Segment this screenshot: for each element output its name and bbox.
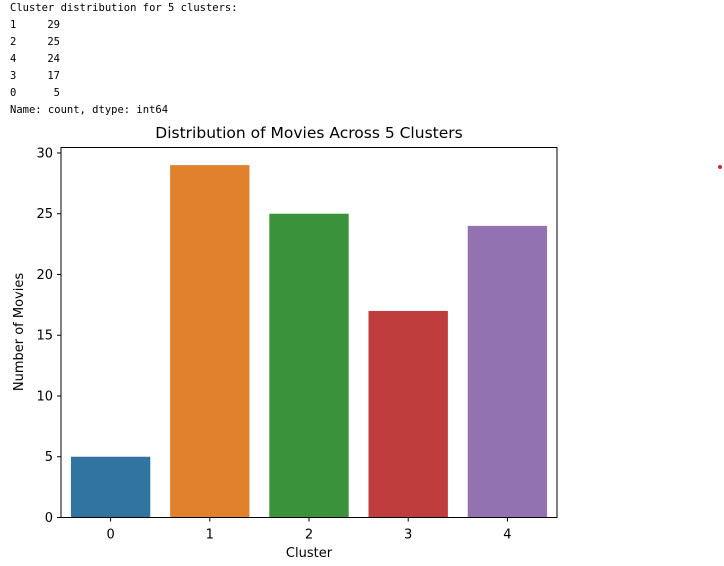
console-row: 3 17: [10, 68, 238, 85]
console-output: Cluster distribution for 5 clusters: 1 29 2…: [10, 0, 238, 119]
x-tick-label: 2: [305, 528, 313, 543]
console-row-key: 2: [10, 36, 17, 48]
x-tick-label: 4: [503, 528, 511, 543]
chart-title: Distribution of Movies Across 5 Clusters: [155, 124, 462, 142]
console-row-value: 25: [47, 36, 60, 48]
y-axis: 0 5 10 15 20 25 30: [36, 146, 61, 526]
console-header: Cluster distribution for 5 clusters:: [10, 2, 238, 14]
console-row-value: 29: [47, 19, 60, 31]
y-tick-label: 25: [36, 207, 53, 222]
bar-cluster-2: [269, 213, 349, 518]
y-tick-label: 20: [36, 268, 53, 283]
x-axis-label: Cluster: [286, 546, 333, 561]
console-row-key: 0: [10, 87, 17, 99]
console-row-key: 3: [10, 70, 17, 82]
console-row: 2 25: [10, 34, 238, 51]
bar-cluster-1: [170, 165, 250, 518]
y-tick-label: 0: [45, 511, 53, 526]
console-row-value: 17: [47, 70, 60, 82]
bar-cluster-3: [368, 310, 448, 518]
red-dot-marker: [718, 165, 722, 169]
console-row-value: 5: [53, 87, 60, 99]
x-axis: 0 1 2 3 4: [106, 517, 512, 543]
y-tick-label: 5: [45, 450, 53, 465]
y-tick-label: 15: [36, 329, 53, 344]
bar-cluster-4: [467, 225, 548, 518]
x-tick-label: 1: [206, 528, 214, 543]
y-tick-label: 10: [36, 389, 53, 404]
y-tick-label: 30: [36, 146, 53, 161]
console-row-key: 1: [10, 19, 17, 31]
bars-group: [70, 165, 548, 518]
x-tick-label: 3: [404, 528, 412, 543]
bar-cluster-0: [70, 456, 151, 518]
y-axis-label: Number of Movies: [12, 273, 27, 391]
console-row: 4 24: [10, 51, 238, 68]
console-footer: Name: count, dtype: int64: [10, 104, 169, 116]
console-row-value: 24: [47, 53, 60, 65]
console-row-key: 4: [10, 53, 17, 65]
console-row: 1 29: [10, 17, 238, 34]
x-tick-label: 0: [106, 528, 114, 543]
